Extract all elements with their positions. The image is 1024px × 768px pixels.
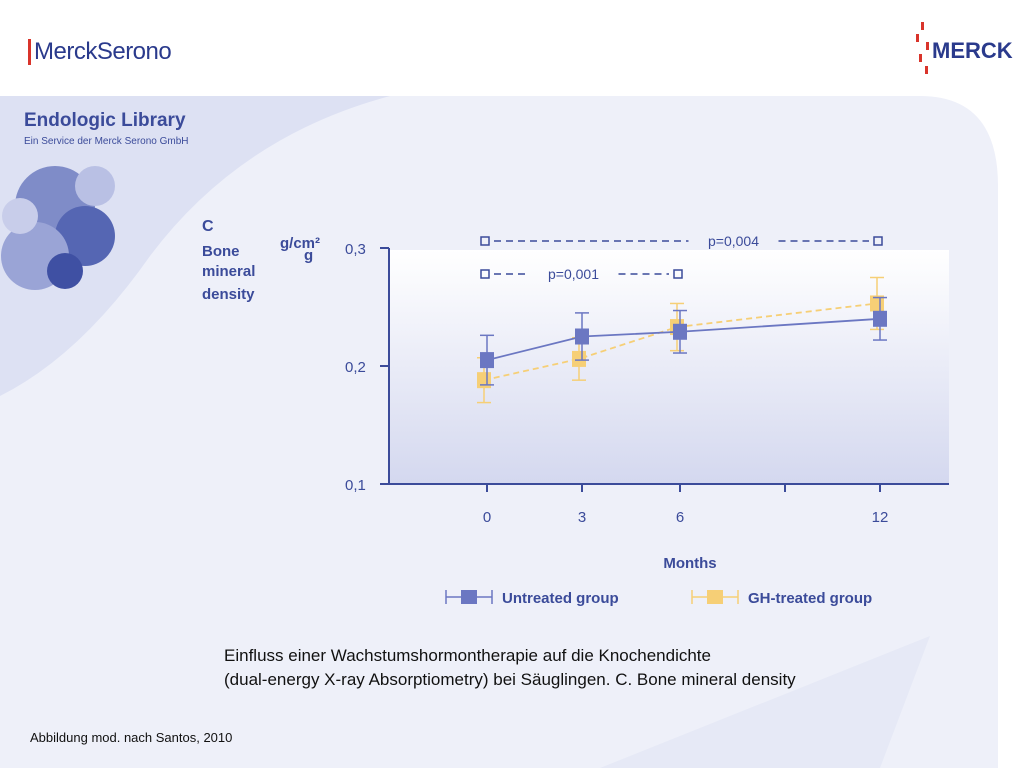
series-0-point-2 [673, 323, 687, 340]
bone-density-chart: C Bone mineral density g/cm² g Months 0,… [202, 218, 949, 607]
series-1-line [483, 302, 878, 382]
annotation-1-end-marker [673, 269, 683, 279]
x-tick-label-0: 0 [483, 509, 491, 526]
y-tick-label-0: 0,1 [345, 477, 366, 494]
annotation-0-start-marker [480, 236, 490, 246]
series-0-point-3 [873, 310, 887, 327]
ylabel-line-3: density [202, 286, 255, 303]
library-subtitle: Ein Service der Merck Serono GmbH [24, 136, 189, 147]
protein-illustration [1, 166, 115, 290]
x-tick-label-2: 6 [676, 509, 684, 526]
legend-untreated-marker [445, 590, 493, 604]
series-1-point-1 [572, 350, 586, 367]
plot-area [389, 250, 949, 483]
merck-logo: MERCK [932, 38, 1013, 63]
merck-serono-logo: MerckSerono [28, 38, 172, 66]
series-0-point-1 [575, 328, 589, 345]
library-title: Endologic Library [24, 110, 186, 131]
legend-gh-marker [691, 590, 739, 604]
caption-line-2: (dual-energy X-ray Absorptiometry) bei S… [224, 670, 796, 689]
source-note: Abbildung mod. nach Santos, 2010 [30, 730, 233, 745]
y-tick-label-1: 0,2 [345, 359, 366, 376]
y-unit-extra: g [304, 247, 313, 264]
ylabel-line-1: Bone [202, 243, 240, 260]
x-tick-label-1: 3 [578, 509, 586, 526]
x-tick-label-3: 12 [872, 509, 889, 526]
y-tick-label-2: 0,3 [345, 241, 366, 258]
y-unit: g/cm² [280, 235, 320, 252]
annotation-1-start-marker [480, 269, 490, 279]
caption-line-1: Einfluss einer Wachstumshormontherapie a… [224, 646, 711, 665]
legend-gh-label: GH-treated group [748, 590, 872, 607]
legend: Untreated group GH-treated group [445, 590, 872, 607]
merck-logo-mark [916, 22, 929, 74]
annotation-0-end-marker [873, 236, 883, 246]
x-axis-label: Months [663, 555, 716, 572]
series-0-line [486, 317, 881, 361]
ylabel-line-2: mineral [202, 263, 255, 280]
annotation-1-label: p=0,001 [548, 266, 599, 282]
series-0-point-0 [480, 352, 494, 369]
panel-letter: C [202, 218, 214, 235]
legend-untreated-label: Untreated group [502, 590, 619, 607]
series-1-point-0 [477, 372, 491, 389]
annotation-0-label: p=0,004 [708, 233, 759, 249]
